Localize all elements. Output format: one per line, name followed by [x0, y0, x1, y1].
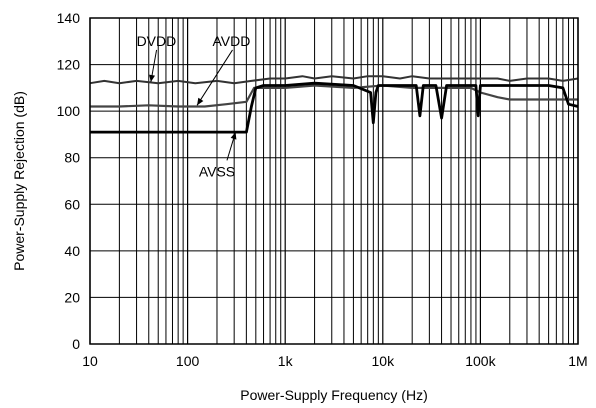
y-tick-label: 20 [64, 289, 80, 305]
x-tick-label: 1k [278, 353, 294, 369]
y-axis-title: Power-Supply Rejection (dB) [11, 91, 27, 271]
annotation-layer: DVDD AVDD AVSS [137, 33, 251, 179]
annotation-arrowhead [149, 74, 156, 83]
y-tick-label: 80 [64, 150, 80, 166]
x-tick-label: 10k [372, 353, 396, 369]
annotation-leader [196, 49, 233, 106]
x-axis-title: Power-Supply Frequency (Hz) [240, 387, 428, 403]
y-tick-label: 120 [57, 57, 81, 73]
annotation-arrowhead [197, 97, 204, 106]
annotation-avss: AVSS [199, 163, 235, 179]
x-tick-label: 100k [465, 353, 496, 369]
y-tick-label: 40 [64, 243, 80, 259]
annotation-arrowhead [230, 132, 237, 140]
plot-frame [89, 17, 579, 345]
x-tick-label: 1M [568, 353, 587, 369]
tick-layer: 10 100 1k 10k 100k 1M 0 20 40 60 80 100 120 140 [57, 10, 588, 369]
x-tick-label: 100 [176, 353, 200, 369]
y-tick-label: 100 [57, 103, 81, 119]
series-line-avss [90, 81, 579, 134]
x-tick-label: 10 [82, 353, 98, 369]
y-tick-label: 140 [57, 10, 81, 26]
annotation-dvdd: DVDD [137, 33, 177, 49]
y-tick-label: 60 [64, 196, 80, 212]
series-layer [89, 75, 579, 134]
series-line-avdd [90, 84, 578, 108]
y-tick-label: 0 [72, 336, 80, 352]
annotation-avdd: AVDD [213, 33, 251, 49]
series-line-dvdd [89, 75, 579, 85]
grid-layer [89, 17, 579, 345]
